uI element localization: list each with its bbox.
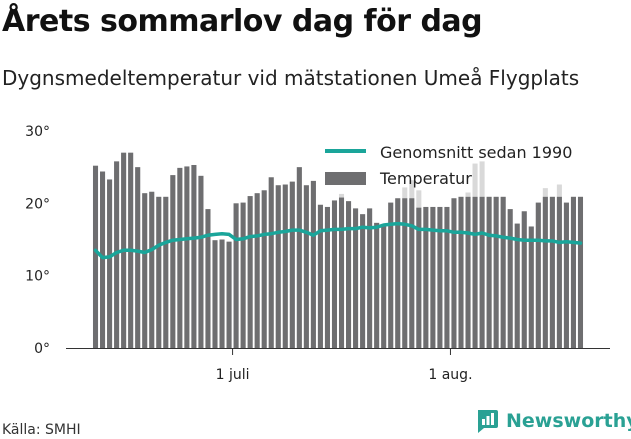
temperature-bar — [303, 185, 309, 348]
temperature-bar — [233, 203, 239, 348]
temperature-bar — [535, 202, 541, 348]
x-tick-label: 1 juli — [216, 367, 250, 383]
temperature-bar — [324, 206, 330, 348]
temperature-bar — [472, 196, 478, 348]
temperature-bar — [149, 191, 155, 348]
temperature-bar — [163, 196, 169, 348]
temperature-bar — [409, 198, 415, 348]
temperature-bar — [402, 198, 408, 348]
temperature-bar — [563, 202, 569, 348]
temperature-bar — [395, 198, 401, 348]
temperature-bar — [170, 175, 176, 348]
temperature-bar — [549, 196, 555, 348]
temperature-bar — [205, 209, 211, 348]
temperature-bar — [240, 202, 246, 348]
temperature-bar — [310, 180, 316, 348]
y-tick-label: 0° — [34, 341, 50, 357]
temperature-bar — [465, 196, 471, 348]
temperature-bar — [437, 206, 443, 348]
temperature-bar — [444, 206, 450, 348]
temperature-bar — [493, 196, 499, 348]
temperature-bar — [212, 240, 218, 348]
temperature-bar — [226, 241, 232, 348]
y-tick-label: 10° — [25, 269, 50, 285]
temperature-bar — [317, 204, 323, 348]
chart-subtitle: Dygnsmedeltemperatur vid mätstationen Um… — [2, 66, 580, 90]
temperature-bar — [142, 193, 148, 348]
temperature-bar — [507, 209, 513, 348]
temperature-bar — [514, 223, 520, 348]
temperature-bar — [570, 196, 576, 348]
temperature-bar — [353, 208, 359, 348]
temperature-bar — [156, 196, 162, 348]
temperature-bar — [423, 206, 429, 348]
temperature-bar — [184, 166, 190, 348]
legend-bar-label: Temperatur — [379, 169, 472, 188]
legend-line-label: Genomsnitt sedan 1990 — [380, 143, 572, 162]
temperature-bar — [500, 196, 506, 348]
temperature-bar — [556, 196, 562, 348]
y-tick-label: 20° — [25, 196, 50, 212]
temperature-bar — [451, 198, 457, 348]
temperature-bar — [261, 190, 267, 348]
temperature-bar — [177, 167, 183, 348]
temperature-bar — [198, 175, 204, 348]
temperature-bar — [92, 165, 99, 348]
temperature-bar — [346, 201, 352, 348]
temperature-bar — [135, 167, 141, 348]
temperature-bar — [331, 200, 338, 348]
temperature-bar — [282, 184, 288, 348]
temperature-bar — [577, 196, 584, 348]
temperature-bar — [374, 222, 380, 348]
temperature-bar — [275, 185, 281, 348]
temperature-bar — [528, 226, 534, 348]
chart-title: Årets sommarlov dag för dag — [2, 4, 483, 39]
temperature-bar — [521, 211, 527, 348]
temperature-bar — [289, 181, 295, 348]
temperature-bar — [479, 196, 485, 348]
temperature-bar — [381, 224, 387, 348]
source-note: Källa: SMHI — [2, 422, 81, 438]
temperature-bar — [268, 177, 274, 348]
temperature-bar — [388, 202, 394, 348]
temperature-bar — [114, 161, 120, 348]
temperature-bar — [367, 208, 373, 348]
temperature-bar — [296, 167, 302, 348]
temperature-bar — [542, 196, 548, 348]
y-tick-label: 30° — [25, 124, 50, 140]
temperature-bar — [219, 239, 225, 348]
temperature-bar — [100, 171, 106, 348]
x-tick-label: 1 aug. — [428, 367, 472, 383]
temperature-bar — [360, 214, 366, 348]
temperature-bar — [486, 196, 492, 348]
newsworthy-logo-icon — [478, 410, 498, 433]
temperature-bar — [338, 197, 345, 348]
temperature-bar — [247, 196, 253, 348]
temperature-bar — [430, 206, 436, 348]
brand-logo: Newsworthy — [474, 408, 631, 434]
temperature-bar — [416, 207, 422, 348]
average-line — [93, 221, 583, 260]
legend-bar-swatch — [325, 172, 366, 185]
temperature-bar — [191, 164, 197, 348]
temperature-bar — [458, 196, 464, 348]
temperature-bar — [254, 193, 260, 348]
temperature-bar — [107, 179, 113, 348]
brand-name: Newsworthy — [506, 410, 631, 432]
